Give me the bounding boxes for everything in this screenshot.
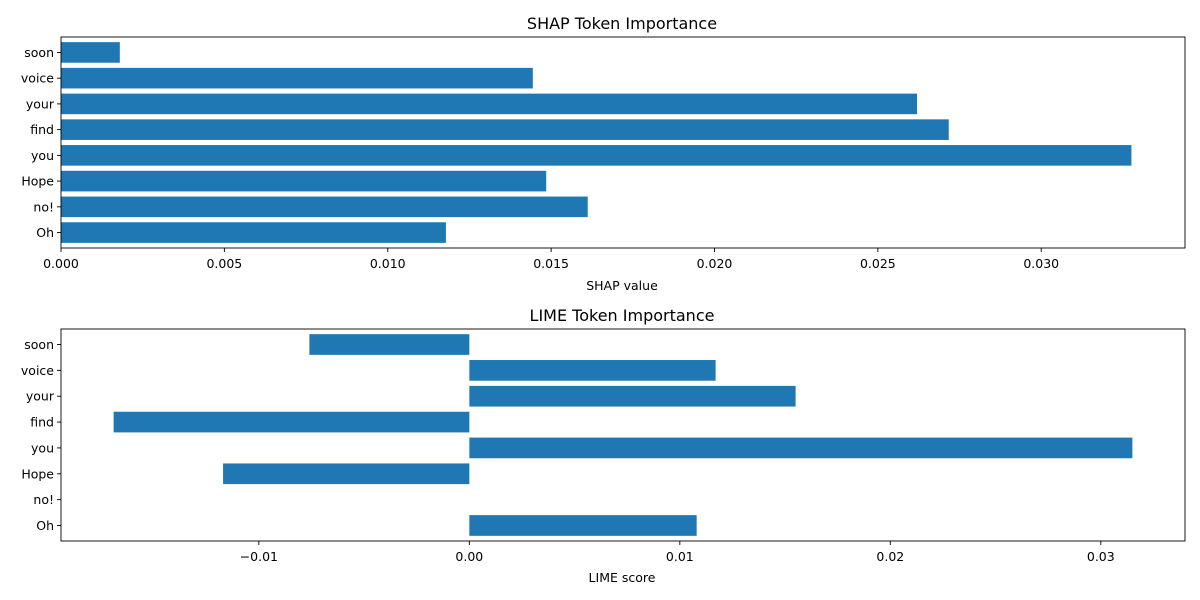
- shap-y-tick-label: find: [30, 122, 54, 137]
- shap-y-tick-label: voice: [21, 71, 54, 86]
- lime-bar-voice: [469, 360, 716, 381]
- shap-bar-you: [61, 145, 1132, 166]
- shap-y-ticks: Oh no! Hope you find your voice soon: [21, 45, 61, 240]
- shap-chart-panel: SHAP Token Importance Oh no! Hope you find yo…: [21, 14, 1186, 293]
- shap-bar-voice: [61, 67, 533, 89]
- shap-bar-hope: [61, 170, 547, 192]
- shap-y-tick-label: no!: [33, 199, 54, 214]
- lime-x-tick-label: 0.00: [455, 549, 483, 564]
- shap-y-tick-label: Oh: [36, 225, 54, 240]
- shap-x-ticks: 0.000 0.005 0.010 0.015 0.020 0.025 0.030: [43, 248, 1059, 271]
- shap-bar-oh: [61, 222, 446, 243]
- lime-y-tick-label: find: [30, 415, 54, 430]
- shap-y-tick-label: you: [31, 148, 54, 163]
- lime-bar-oh: [469, 515, 697, 536]
- lime-bar-soon: [309, 334, 470, 355]
- lime-y-tick-label: soon: [24, 337, 54, 352]
- lime-y-tick-label: you: [31, 440, 54, 455]
- shap-x-tick-label: 0.030: [1023, 256, 1059, 271]
- shap-x-tick-label: 0.020: [697, 256, 733, 271]
- lime-x-tick-label: 0.01: [666, 549, 694, 564]
- lime-bars: [113, 334, 1133, 536]
- shap-bar-soon: [61, 42, 120, 63]
- lime-chart-title: LIME Token Importance: [530, 306, 715, 325]
- shap-plot-frame: [60, 36, 1186, 249]
- lime-x-ticks: −0.01 0.00 0.01 0.02 0.03: [240, 541, 1115, 564]
- lime-bar-hope: [223, 463, 470, 485]
- lime-y-ticks: Oh no! Hope you find your voice soon: [21, 337, 61, 533]
- lime-bar-you: [469, 437, 1133, 459]
- lime-x-axis-label: LIME score: [589, 570, 656, 585]
- shap-x-tick-label: 0.025: [860, 256, 896, 271]
- lime-x-tick-label: 0.02: [876, 549, 904, 564]
- lime-bar-your: [469, 385, 796, 407]
- lime-chart-panel: LIME Token Importance Oh no! Hope you find yo…: [21, 306, 1186, 585]
- lime-y-tick-label: Oh: [36, 518, 54, 533]
- lime-x-tick-label: 0.03: [1087, 549, 1115, 564]
- shap-y-tick-label: your: [26, 96, 55, 111]
- lime-y-tick-label: your: [26, 389, 55, 404]
- shap-bar-no: [61, 196, 588, 218]
- shap-y-tick-label: Hope: [21, 174, 54, 189]
- shap-x-tick-label: 0.010: [370, 256, 406, 271]
- shap-y-tick-label: soon: [24, 45, 54, 60]
- lime-bar-find: [113, 411, 470, 433]
- shap-x-axis-label: SHAP value: [586, 278, 658, 293]
- lime-y-tick-label: no!: [33, 492, 54, 507]
- shap-bar-your: [61, 93, 918, 115]
- lime-plot-frame: [60, 328, 1186, 542]
- shap-x-tick-label: 0.000: [43, 256, 79, 271]
- shap-bars: [61, 42, 1132, 243]
- shap-chart-title: SHAP Token Importance: [527, 14, 717, 33]
- shap-x-tick-label: 0.015: [533, 256, 569, 271]
- shap-bar-find: [61, 119, 949, 140]
- lime-y-tick-label: Hope: [21, 466, 54, 481]
- lime-x-tick-label: −0.01: [240, 549, 278, 564]
- lime-y-tick-label: voice: [21, 363, 54, 378]
- shap-x-tick-label: 0.005: [206, 256, 242, 271]
